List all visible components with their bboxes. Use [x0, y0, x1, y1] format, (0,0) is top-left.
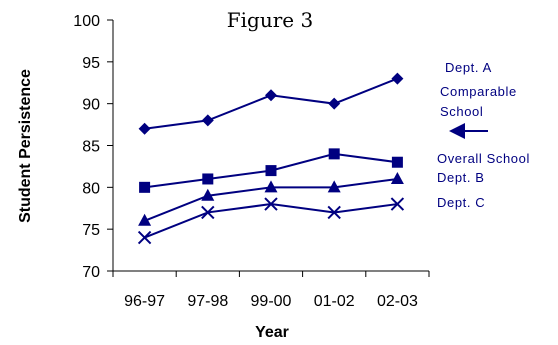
legend-label-dept-b: Dept. B	[437, 170, 485, 185]
chart-title: Figure 3	[227, 8, 313, 32]
y-tick-label: 85	[82, 139, 100, 156]
data-point-dept-a	[328, 97, 341, 110]
data-point-dept-c	[327, 205, 341, 220]
chart-axes	[112, 20, 429, 272]
data-point-overall-school	[328, 148, 340, 160]
y-tick-label: 80	[82, 180, 100, 197]
y-tick-label: 70	[82, 264, 100, 281]
data-point-dept-c	[264, 197, 278, 211]
y-tick-label: 95	[82, 55, 100, 72]
x-axis-title: Year	[255, 324, 289, 341]
y-axis-ticks: 70 75 80 85 90 95 100	[73, 13, 113, 281]
data-point-dept-c	[137, 230, 152, 245]
series-line-dept-a	[144, 77, 398, 130]
x-tick-label: 02-03	[377, 293, 418, 310]
x-tick-label: 01-02	[314, 293, 355, 310]
data-point-overall-school	[139, 181, 151, 193]
data-point-dept-b	[390, 171, 404, 184]
data-point-overall-school	[391, 156, 403, 168]
y-tick-label: 75	[82, 222, 100, 239]
data-point-dept-b	[264, 180, 278, 193]
y-tick-label: 90	[82, 97, 100, 114]
x-axis-ticks: 96-97 97-98 99-00 01-02 02-03	[112, 271, 430, 310]
y-tick-label: 100	[73, 13, 100, 30]
y-axis-title: Student Persistence	[17, 69, 34, 223]
data-point-dept-b	[138, 213, 152, 226]
x-tick-label: 96-97	[124, 293, 165, 310]
data-point-overall-school	[265, 165, 277, 177]
legend-label-overall-school: Overall School	[437, 151, 530, 166]
data-point-dept-a	[201, 114, 214, 127]
series-dept-c	[137, 197, 405, 245]
legend-label-dept-a: Dept. A	[445, 60, 492, 75]
x-tick-label: 99-00	[251, 293, 292, 310]
data-point-dept-b	[201, 188, 215, 201]
annotation-arrow-head	[449, 123, 465, 139]
series-dept-b	[138, 171, 404, 226]
data-point-overall-school	[202, 173, 214, 185]
data-point-dept-b	[327, 180, 341, 193]
series-overall-school	[139, 148, 403, 193]
legend-label-dept-c: Dept. C	[437, 195, 485, 210]
data-point-dept-a	[138, 122, 151, 135]
annotation-comparable-line2: School	[440, 104, 483, 119]
annotation-arrow-icon	[449, 123, 488, 139]
data-point-dept-c	[390, 197, 405, 211]
chart-series	[137, 72, 405, 245]
data-point-dept-a	[391, 72, 404, 85]
x-tick-label: 97-98	[187, 293, 228, 310]
annotation-comparable-line1: Comparable	[440, 84, 517, 99]
data-point-dept-c	[201, 205, 215, 220]
chart-legend: Dept. A Comparable School Overall School…	[437, 60, 530, 210]
data-point-dept-a	[265, 89, 277, 102]
series-dept-a	[138, 72, 404, 135]
series-line-dept-c	[144, 203, 398, 239]
